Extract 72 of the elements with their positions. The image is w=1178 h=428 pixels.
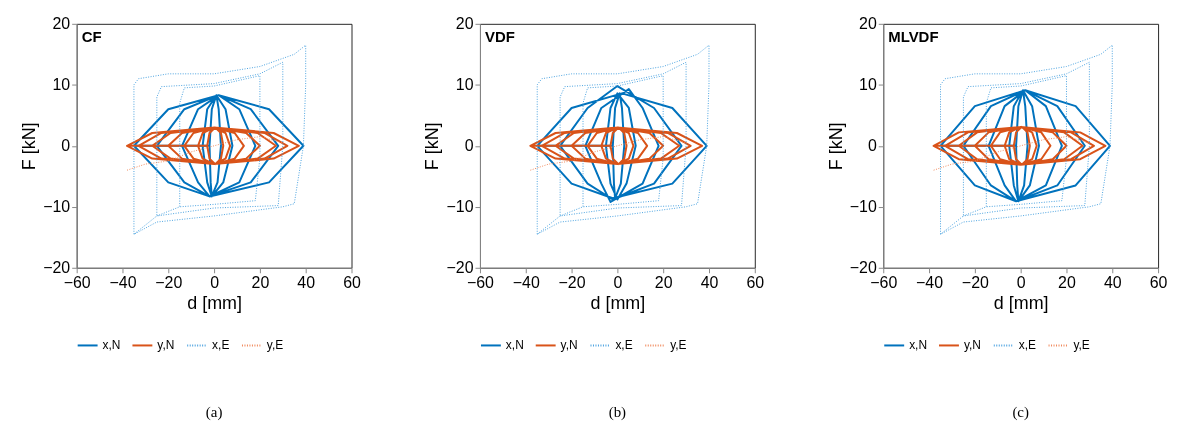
x-tick-label: −60 (63, 274, 91, 292)
legend-label: x,N (505, 338, 524, 353)
y-tick-label: 0 (867, 137, 877, 155)
line-series (126, 126, 300, 166)
line-series (133, 44, 307, 235)
x-axis-title: d [mm] (187, 293, 242, 314)
line-series (132, 94, 305, 198)
y-axis-title: F [kN] (19, 122, 40, 171)
legend-label: x,N (102, 338, 121, 353)
line-series (933, 136, 1090, 171)
line-series (536, 44, 710, 235)
text: (b) (608, 404, 627, 422)
x-tick-label: −40 (109, 274, 137, 292)
line-series (529, 126, 704, 166)
y-tick-label: −20 (446, 259, 474, 277)
x-tick-label: −60 (870, 274, 898, 292)
line-series (126, 136, 284, 171)
x-tick-label: 60 (1149, 274, 1168, 292)
y-tick-label: 20 (52, 15, 71, 33)
text: (a) (205, 404, 223, 422)
y-tick-label: 0 (464, 137, 474, 155)
x-tick-label: 40 (1103, 274, 1122, 292)
chart-title: MLVDF (888, 27, 939, 45)
y-tick-label: 20 (455, 15, 474, 33)
x-tick-label: 20 (654, 274, 673, 292)
x-tick-label: −20 (961, 274, 990, 292)
line-series (536, 85, 708, 203)
y-tick-label: −10 (446, 198, 474, 216)
y-tick-label: 20 (859, 15, 877, 33)
x-tick-label: −60 (466, 274, 495, 292)
x-tick-label: 0 (613, 274, 623, 292)
x-tick-label: −20 (155, 274, 183, 292)
x-tick-label: 40 (297, 274, 316, 292)
x-tick-label: −40 (916, 274, 944, 292)
legend-label: x,E (1018, 338, 1036, 353)
y-axis-title: F [kN] (825, 122, 846, 171)
y-tick-label: −10 (849, 198, 877, 216)
x-tick-label: 0 (210, 274, 220, 292)
x-tick-label: −40 (512, 274, 540, 292)
legend-label: x,E (212, 338, 230, 353)
y-tick-label: −10 (43, 198, 71, 216)
text: (c) (1012, 404, 1029, 422)
legend-label: y,N (157, 338, 175, 353)
legend-label: y,E (266, 338, 284, 353)
y-axis-title: F [kN] (422, 122, 443, 171)
chart-title: CF (81, 27, 102, 45)
legend-label: x,E (615, 338, 633, 353)
legend-label: y,N (963, 338, 981, 353)
line-series (529, 136, 687, 171)
y-tick-label: 10 (455, 76, 474, 94)
x-axis-title: d [mm] (590, 293, 646, 314)
x-tick-label: 40 (700, 274, 719, 292)
x-tick-label: 20 (251, 274, 270, 292)
y-tick-label: 10 (859, 76, 877, 94)
y-tick-label: −20 (849, 259, 877, 277)
chart-title: VDF (484, 27, 515, 45)
x-tick-label: 60 (746, 274, 765, 292)
y-tick-label: 10 (52, 76, 71, 94)
legend-label: y,E (1073, 338, 1090, 353)
x-axis-title: d [mm] (993, 293, 1049, 314)
line-series (939, 89, 1111, 203)
x-tick-label: 60 (343, 274, 361, 292)
y-tick-label: −20 (43, 259, 71, 277)
y-tick-label: 0 (61, 137, 71, 155)
legend-label: y,E (670, 338, 687, 353)
x-tick-label: −20 (558, 274, 586, 292)
legend-label: x,N (909, 338, 928, 353)
x-tick-label: 20 (1058, 274, 1076, 292)
x-tick-label: 0 (1016, 274, 1026, 292)
line-series (940, 44, 1113, 235)
legend-label: y,N (560, 338, 578, 353)
line-series (932, 125, 1107, 166)
